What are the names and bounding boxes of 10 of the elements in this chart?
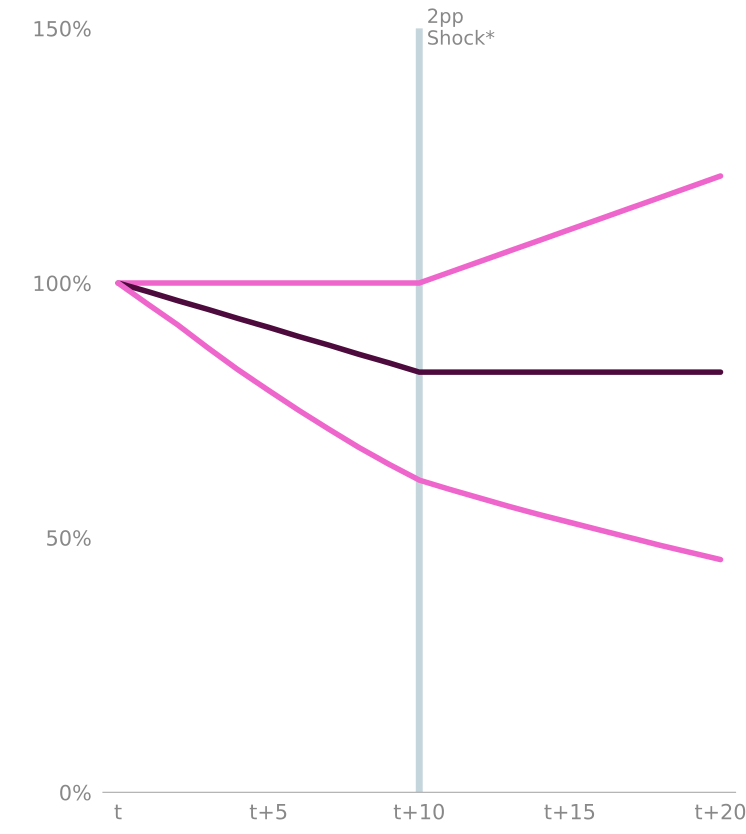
y-tick-label: 0% [60,784,91,801]
y-tick-label: 150% [34,20,91,37]
y-tick-label: 50% [47,530,91,546]
x-tick-label: t+20 [694,804,746,820]
x-tick-label: t+15 [544,804,594,820]
x-tick-label: t+5 [250,804,286,820]
x-tick-label: t+10 [394,804,444,820]
x-tick-label: t [114,804,122,820]
ref-line-label: 2pp Shock* [428,8,494,45]
y-tick-label: 100% [34,275,91,292]
